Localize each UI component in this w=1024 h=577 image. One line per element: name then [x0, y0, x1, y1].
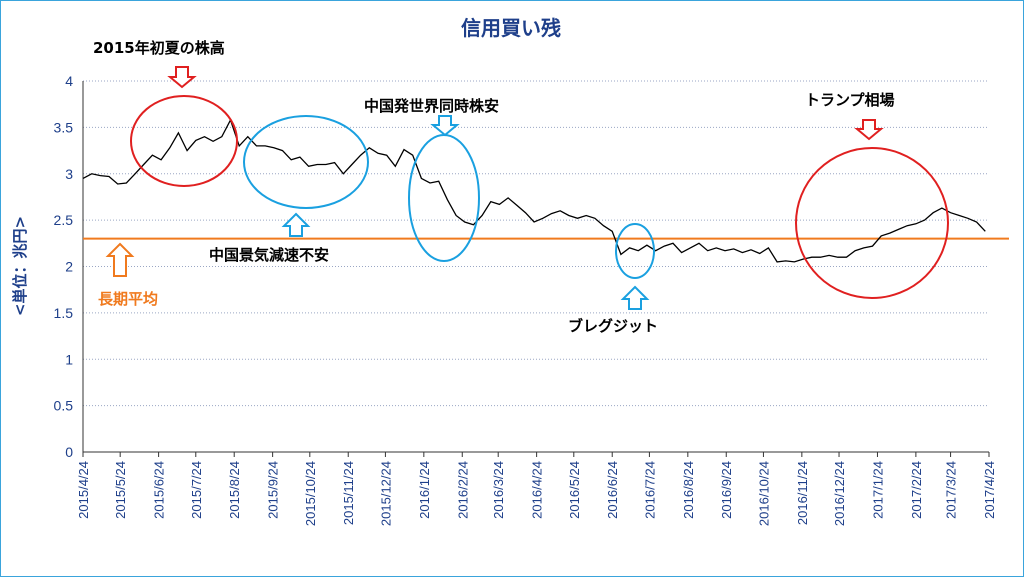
x-tick-label: 2017/4/24 [982, 461, 997, 519]
x-tick-label: 2015/5/24 [113, 461, 128, 519]
y-tick-label: 2 [65, 259, 73, 275]
x-tick-label: 2015/12/24 [378, 461, 393, 526]
x-tick-label: 2016/9/24 [719, 461, 734, 519]
x-tick-label: 2015/10/24 [303, 461, 318, 526]
grid-lines [82, 80, 989, 453]
up-arrow-icon [105, 242, 135, 277]
x-tick-label: 2016/1/24 [417, 461, 432, 519]
x-tick-label: 2016/12/24 [832, 461, 847, 526]
y-tick-label: 1 [65, 351, 73, 367]
x-tick-label: 2016/3/24 [491, 461, 506, 519]
x-tick-label: 2017/2/24 [909, 461, 924, 519]
highlight-ellipse-global-selloff [408, 134, 480, 262]
y-tick-label: 3.5 [54, 119, 74, 135]
x-tick-label: 2016/4/24 [530, 461, 545, 519]
x-tick-label: 2016/6/24 [605, 461, 620, 519]
down-arrow-icon [430, 115, 460, 137]
highlight-ellipse-trump-rally [795, 147, 949, 299]
reference-line-label: 長期平均 [98, 290, 158, 308]
x-tick-labels: 2015/4/24 2015/5/24 2015/6/24 2015/7/24 2015… [76, 452, 997, 526]
y-tick-label: 2.5 [54, 212, 74, 228]
chart-title: 信用買い残 [461, 16, 561, 40]
highlight-ellipse-brexit [615, 223, 655, 279]
x-tick-label: 2017/3/24 [944, 461, 959, 519]
annotation-label-2015-rally: 2015年初夏の株高 [93, 39, 225, 57]
y-tick-label: 3 [65, 166, 73, 182]
x-tick-label: 2016/8/24 [681, 461, 696, 519]
x-tick-label: 2015/7/24 [189, 461, 204, 519]
x-tick-label: 2016/7/24 [642, 461, 657, 519]
x-tick-label: 2015/6/24 [152, 461, 167, 519]
annotation-label-china-slowdown: 中国景気減速不安 [209, 246, 329, 264]
y-tick-label: 0.5 [54, 398, 74, 414]
y-tick-label: 4 [65, 73, 73, 89]
x-tick-label: 2015/4/24 [76, 461, 91, 519]
annotation-label-global-selloff: 中国発世界同時株安 [364, 97, 499, 115]
x-tick-label: 2016/11/24 [795, 461, 810, 525]
up-arrow-icon [281, 212, 311, 237]
x-tick-label: 2016/10/24 [756, 461, 771, 526]
up-arrow-icon [620, 285, 650, 310]
x-tick-label: 2016/2/24 [455, 461, 470, 519]
x-tick-label: 2015/11/24 [341, 461, 356, 525]
y-axis-label: <単位：兆円> [11, 216, 29, 316]
x-tick-label: 2016/5/24 [567, 461, 582, 519]
highlight-ellipse-china-slowdown [243, 115, 369, 209]
highlight-ellipse-2015-rally [130, 95, 238, 187]
x-tick-label: 2015/9/24 [266, 461, 281, 519]
y-tick-label: 1.5 [54, 305, 74, 321]
down-arrow-icon [854, 119, 884, 141]
y-tick-labels: 0 0.5 1 1.5 2 2.5 3 3.5 4 [54, 73, 74, 460]
annotation-label-brexit: ブレグジット [568, 317, 658, 335]
annotation-label-trump-rally: トランプ相場 [805, 91, 895, 109]
series-line [82, 118, 986, 263]
down-arrow-icon [167, 66, 197, 89]
y-tick-label: 0 [65, 444, 73, 460]
x-tick-label: 2017/1/24 [870, 461, 885, 519]
x-tick-label: 2015/8/24 [227, 461, 242, 519]
